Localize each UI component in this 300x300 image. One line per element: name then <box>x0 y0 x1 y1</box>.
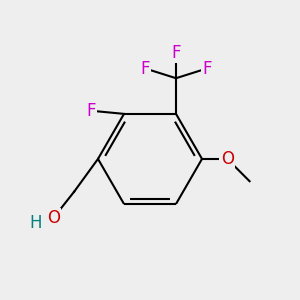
Text: O: O <box>47 209 60 227</box>
Text: F: F <box>140 60 149 78</box>
Text: F: F <box>171 44 181 62</box>
Text: H: H <box>29 214 42 232</box>
Text: O: O <box>221 150 234 168</box>
Text: F: F <box>202 60 212 78</box>
Text: F: F <box>86 102 96 120</box>
